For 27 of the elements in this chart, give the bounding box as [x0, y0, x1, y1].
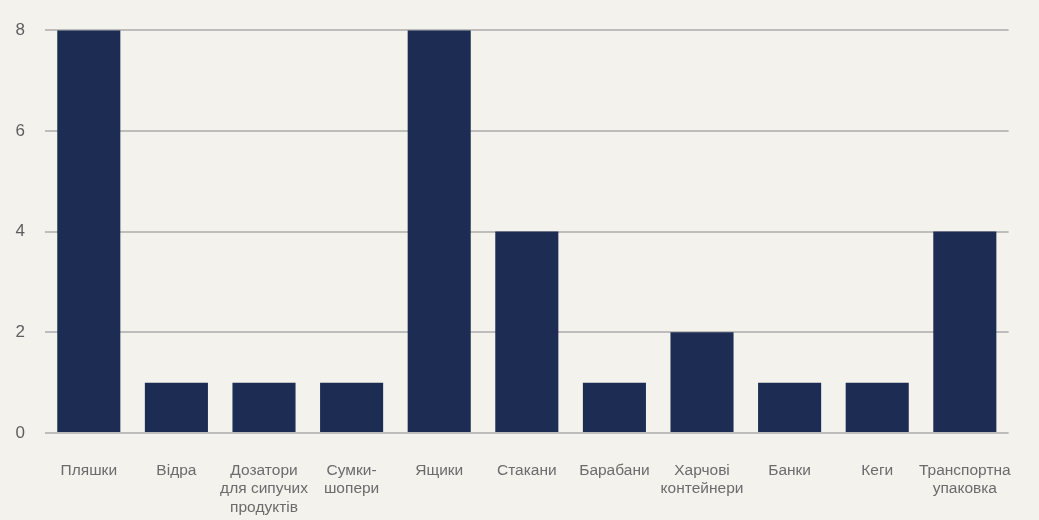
y-tick-label: 0: [15, 422, 25, 442]
x-tick-label: Ящики: [415, 460, 464, 478]
x-tick-label: Пляшки: [60, 460, 118, 478]
x-tick-label: Барабани: [579, 460, 650, 478]
y-tick-label: 6: [15, 120, 25, 140]
x-tick-label: Транспортна упаковка: [918, 460, 1012, 497]
x-tick-label: Сумки-шопери: [323, 460, 380, 497]
bar: [670, 332, 734, 432]
bar: [933, 231, 997, 432]
bar: [582, 382, 646, 432]
bar: [320, 382, 384, 432]
x-tick-label: Харчові контейнери: [660, 460, 744, 497]
x-tick-label: Стакани: [496, 460, 557, 478]
y-tick-label: 4: [15, 221, 25, 241]
x-tick-label: Кеги: [861, 460, 894, 478]
bar: [758, 382, 822, 432]
x-tick-label: Відра: [156, 460, 197, 478]
x-tick-label: Дозатори для сипучих продуктів: [220, 460, 309, 515]
bar: [407, 30, 471, 432]
y-tick-label: 2: [15, 321, 25, 341]
bar: [495, 231, 559, 432]
bar: [57, 30, 121, 432]
bar: [144, 382, 208, 432]
bar: [232, 382, 296, 432]
x-tick-label: Банки: [768, 460, 812, 478]
bar: [845, 382, 909, 432]
y-tick-label: 8: [15, 19, 25, 39]
